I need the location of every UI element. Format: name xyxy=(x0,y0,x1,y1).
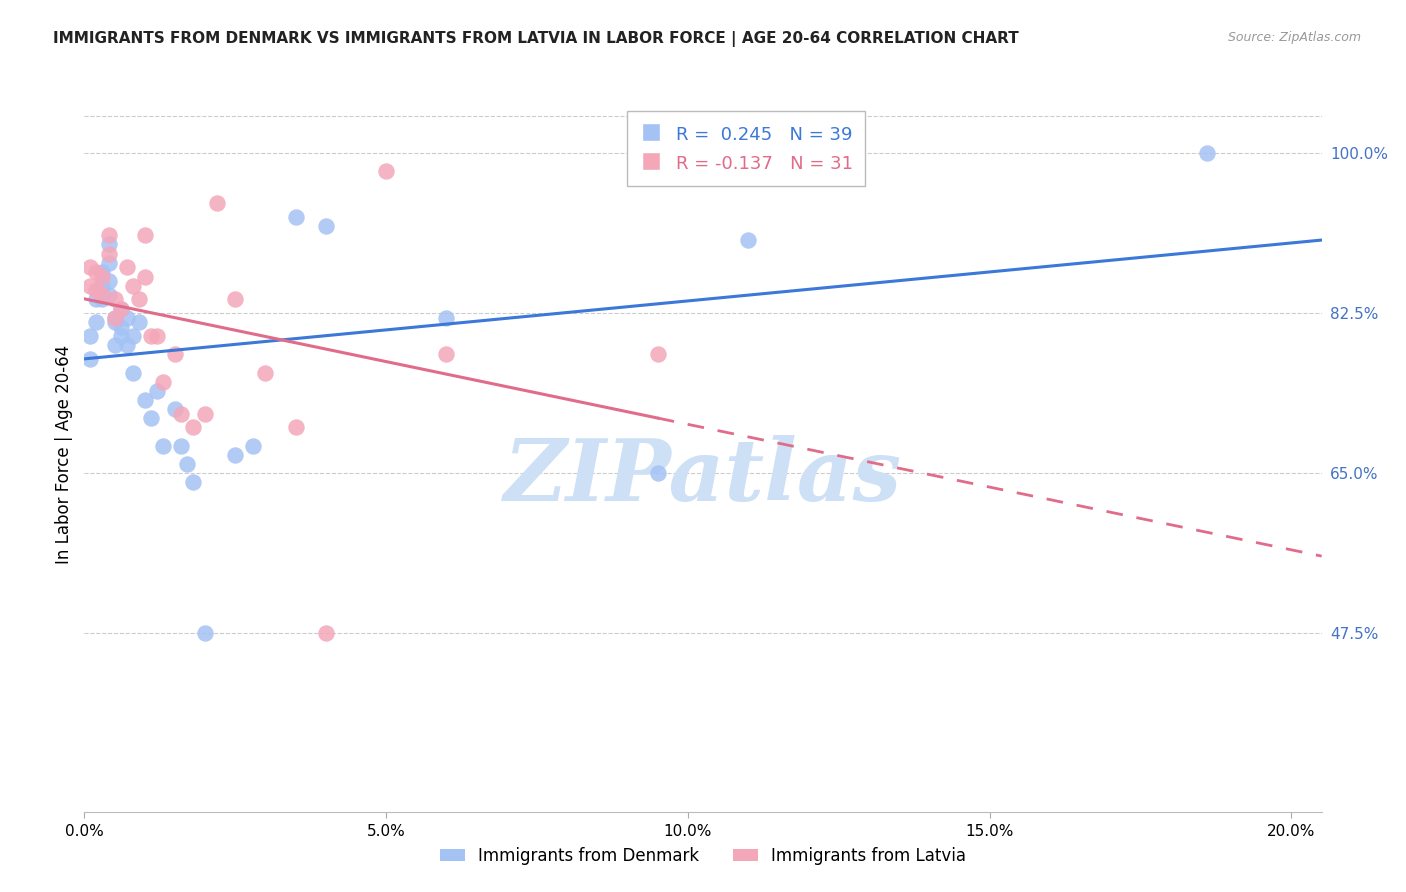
Y-axis label: In Labor Force | Age 20-64: In Labor Force | Age 20-64 xyxy=(55,345,73,565)
Point xyxy=(91,269,114,284)
Point xyxy=(242,439,264,453)
Point xyxy=(170,407,193,421)
Point xyxy=(205,196,228,211)
Point xyxy=(254,366,277,380)
Point xyxy=(139,411,162,425)
Point xyxy=(181,475,204,490)
Point xyxy=(97,228,120,243)
Point xyxy=(152,439,174,453)
Point xyxy=(163,347,186,361)
Point xyxy=(103,338,125,352)
Point xyxy=(139,329,162,343)
Point xyxy=(224,448,246,462)
Point xyxy=(103,293,125,307)
Point xyxy=(110,319,132,334)
Point xyxy=(97,256,120,270)
Point xyxy=(79,351,101,366)
Point xyxy=(134,228,156,243)
Point xyxy=(79,329,101,343)
Point xyxy=(647,467,669,481)
Point xyxy=(110,301,132,316)
Point xyxy=(146,384,169,398)
Point xyxy=(284,420,307,434)
Point xyxy=(134,392,156,407)
Point xyxy=(91,293,114,307)
Point xyxy=(103,315,125,329)
Point xyxy=(121,366,143,380)
Point xyxy=(194,626,217,640)
Point xyxy=(146,329,169,343)
Point xyxy=(79,260,101,275)
Text: ZIPatlas: ZIPatlas xyxy=(503,434,903,518)
Point xyxy=(163,402,186,417)
Point xyxy=(91,265,114,279)
Legend: Immigrants from Denmark, Immigrants from Latvia: Immigrants from Denmark, Immigrants from… xyxy=(433,840,973,871)
Point xyxy=(134,269,156,284)
Text: IMMIGRANTS FROM DENMARK VS IMMIGRANTS FROM LATVIA IN LABOR FORCE | AGE 20-64 COR: IMMIGRANTS FROM DENMARK VS IMMIGRANTS FR… xyxy=(53,31,1019,47)
Point xyxy=(737,233,759,247)
Point xyxy=(121,278,143,293)
Point xyxy=(121,329,143,343)
Point xyxy=(97,237,120,252)
Point xyxy=(91,278,114,293)
Point xyxy=(97,246,120,260)
Point xyxy=(194,407,217,421)
Point xyxy=(128,293,150,307)
Point xyxy=(1195,146,1218,161)
Point xyxy=(86,283,108,297)
Point xyxy=(284,210,307,224)
Point xyxy=(115,338,138,352)
Point xyxy=(375,164,398,178)
Point xyxy=(170,439,193,453)
Point xyxy=(86,293,108,307)
Point xyxy=(315,626,337,640)
Point xyxy=(103,310,125,325)
Text: Source: ZipAtlas.com: Source: ZipAtlas.com xyxy=(1227,31,1361,45)
Point xyxy=(110,301,132,316)
Point xyxy=(91,288,114,302)
Point xyxy=(224,293,246,307)
Point xyxy=(115,310,138,325)
Point xyxy=(86,265,108,279)
Point xyxy=(436,347,458,361)
Point xyxy=(97,274,120,288)
Point xyxy=(647,347,669,361)
Point xyxy=(79,278,101,293)
Point xyxy=(176,457,198,471)
Point xyxy=(86,315,108,329)
Point xyxy=(315,219,337,234)
Point xyxy=(152,375,174,389)
Point xyxy=(115,260,138,275)
Point xyxy=(181,420,204,434)
Point xyxy=(436,310,458,325)
Point xyxy=(97,288,120,302)
Point xyxy=(110,329,132,343)
Point xyxy=(103,310,125,325)
Point xyxy=(128,315,150,329)
